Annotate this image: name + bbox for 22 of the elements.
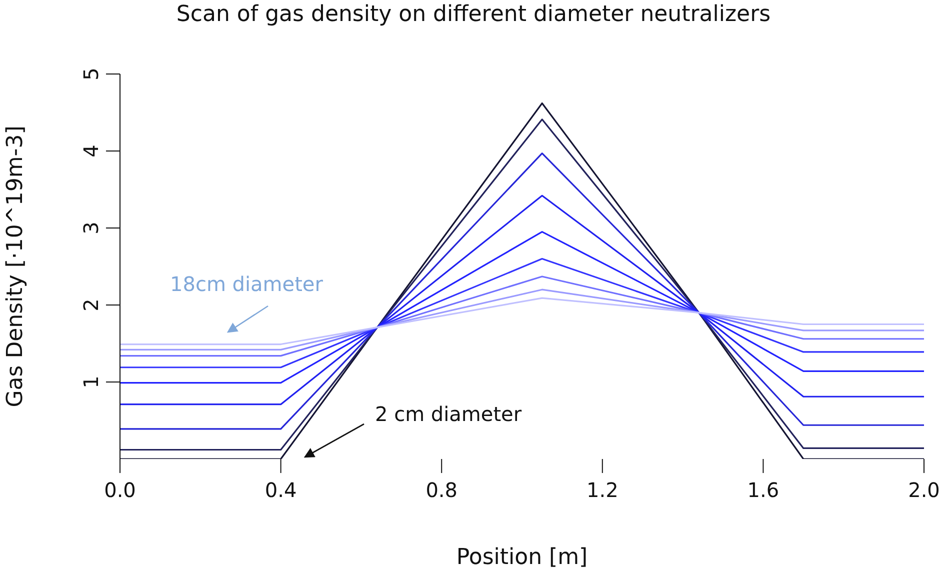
x-tick-label: 2.0 — [908, 478, 940, 502]
y-tick-label: 3 — [79, 222, 103, 234]
x-tick-label: 0.4 — [264, 478, 297, 502]
line-series — [120, 152, 924, 430]
y-axis-title: Gas Density [·10^19m-3] — [2, 126, 28, 408]
x-axis-title: Position [m] — [456, 545, 588, 570]
line-series — [120, 194, 924, 406]
x-tick-label: 0.8 — [426, 478, 458, 502]
y-tick-label: 5 — [79, 68, 103, 80]
annotation: 2 cm diameter — [375, 402, 522, 426]
x-tick-label: 1.2 — [586, 478, 618, 502]
line-series — [120, 258, 924, 368]
line-series — [120, 276, 924, 357]
chart-title: Scan of gas density on different diameter neutralizers — [175, 2, 772, 27]
line-series — [120, 297, 924, 346]
x-tick-label: 0.0 — [104, 478, 136, 502]
x-tick-label: 1.6 — [747, 478, 780, 502]
line-series — [120, 231, 924, 384]
y-tick-label: 1 — [79, 376, 103, 388]
y-tick-label: 4 — [79, 144, 103, 158]
annotation: 18cm diameter — [170, 272, 323, 296]
y-tick-label: 2 — [79, 298, 103, 312]
